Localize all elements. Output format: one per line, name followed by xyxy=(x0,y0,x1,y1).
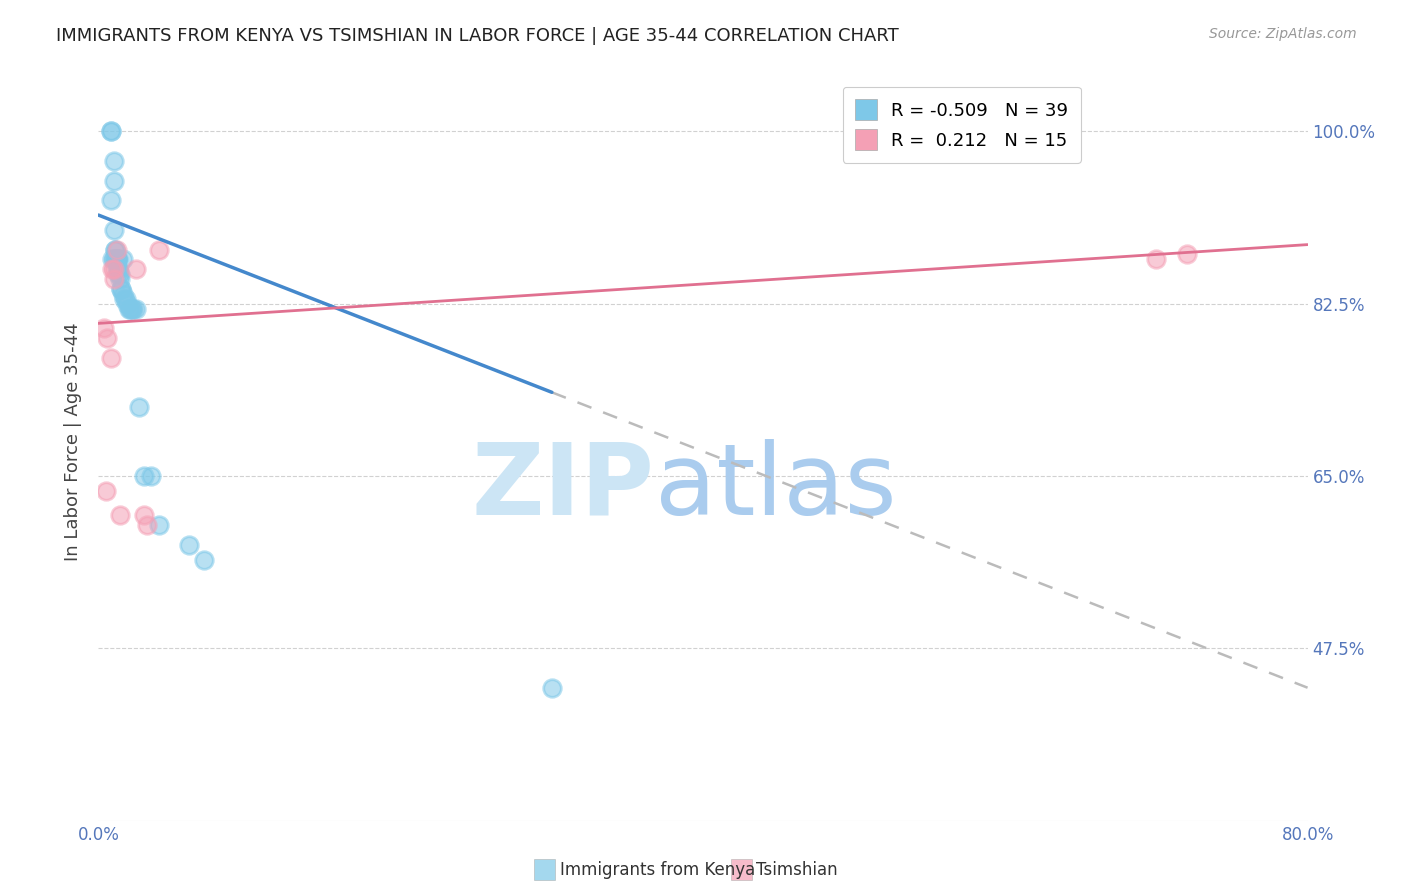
Point xyxy=(179,538,201,552)
Point xyxy=(94,483,117,498)
Point xyxy=(125,262,148,277)
Point xyxy=(105,252,128,267)
Point xyxy=(193,552,215,566)
Point xyxy=(108,267,131,281)
Text: Immigrants from Kenya: Immigrants from Kenya xyxy=(560,861,755,879)
Point xyxy=(100,351,122,365)
Text: Tsimshian: Tsimshian xyxy=(756,861,838,879)
Point xyxy=(1175,247,1198,261)
Point xyxy=(141,469,163,483)
Point xyxy=(103,223,125,237)
Point xyxy=(104,252,127,267)
Point xyxy=(135,518,157,533)
Point xyxy=(103,252,125,267)
Point xyxy=(105,243,128,257)
Point xyxy=(100,194,122,208)
Text: ZIP: ZIP xyxy=(472,439,655,535)
Point xyxy=(121,301,143,316)
Point xyxy=(105,252,128,267)
Point xyxy=(111,252,134,267)
Point xyxy=(104,243,127,257)
Point xyxy=(104,243,127,257)
Point xyxy=(100,124,122,138)
Legend: R = -0.509   N = 39, R =  0.212   N = 15: R = -0.509 N = 39, R = 0.212 N = 15 xyxy=(842,87,1081,162)
Point xyxy=(1144,252,1167,267)
Point xyxy=(107,267,129,281)
Point xyxy=(112,292,135,306)
Point xyxy=(110,282,132,296)
Point xyxy=(110,282,132,296)
Y-axis label: In Labor Force | Age 35-44: In Labor Force | Age 35-44 xyxy=(65,322,83,561)
Point xyxy=(103,272,125,286)
Point xyxy=(148,518,170,533)
Point xyxy=(111,286,134,301)
Point xyxy=(125,301,148,316)
Point xyxy=(103,153,125,168)
Point xyxy=(132,508,155,523)
Point xyxy=(108,272,131,286)
Point xyxy=(114,292,136,306)
Point xyxy=(100,124,122,138)
Point xyxy=(118,301,141,316)
Point xyxy=(105,252,128,267)
Point xyxy=(148,243,170,257)
Point xyxy=(107,262,129,277)
Point xyxy=(122,301,145,316)
Point xyxy=(101,252,124,267)
Point xyxy=(93,321,115,335)
Text: Source: ZipAtlas.com: Source: ZipAtlas.com xyxy=(1209,27,1357,41)
Point xyxy=(103,262,125,277)
Point xyxy=(101,262,124,277)
Point xyxy=(107,262,129,277)
Point xyxy=(540,681,562,695)
Point xyxy=(103,173,125,187)
Point xyxy=(107,252,129,267)
Text: atlas: atlas xyxy=(655,439,896,535)
Point xyxy=(120,301,142,316)
Point xyxy=(115,296,138,310)
Point xyxy=(132,469,155,483)
Text: IMMIGRANTS FROM KENYA VS TSIMSHIAN IN LABOR FORCE | AGE 35-44 CORRELATION CHART: IMMIGRANTS FROM KENYA VS TSIMSHIAN IN LA… xyxy=(56,27,898,45)
Point xyxy=(96,331,118,345)
Point xyxy=(108,508,131,523)
Point xyxy=(128,400,150,414)
